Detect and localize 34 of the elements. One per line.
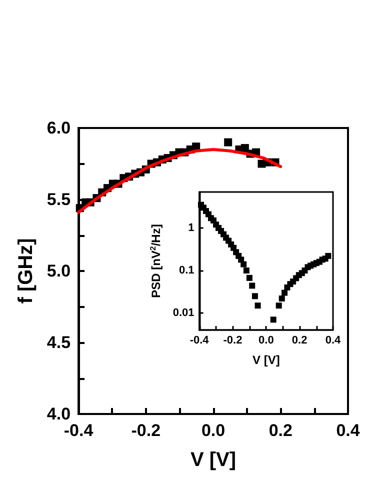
x-tick-label: -0.4	[190, 334, 210, 346]
x-tick-label: 0.0	[258, 334, 274, 346]
x-tick-label: -0.4	[64, 421, 94, 440]
x-tick-label: 0.2	[292, 334, 308, 346]
x-axis-title: V [V]	[252, 353, 280, 367]
y-tick-label: 0.1	[179, 264, 194, 277]
x-tick-label: 0.4	[325, 334, 342, 346]
point	[278, 295, 285, 302]
point	[238, 256, 244, 263]
y-tick-label: 4.0	[46, 404, 71, 424]
x-tick-label: -0.2	[131, 421, 161, 440]
point	[276, 302, 282, 309]
point	[252, 293, 258, 300]
y-tick-label: 6.0	[46, 118, 71, 138]
y-tick-label: 1	[188, 222, 194, 234]
x-tick-label: 0.0	[201, 421, 226, 440]
y-tick-label: 4.5	[46, 333, 71, 352]
point	[325, 252, 332, 259]
point	[249, 282, 256, 289]
y-axis-title: f [GHz]	[15, 238, 37, 304]
point	[224, 138, 232, 146]
x-tick-label: -0.2	[223, 334, 242, 346]
point	[270, 316, 276, 323]
point	[282, 290, 288, 296]
y-tick-label: 5.5	[46, 190, 71, 209]
point	[240, 261, 247, 268]
point	[254, 302, 261, 309]
x-axis-title: V [V]	[190, 449, 236, 471]
y-tick-label: 0.01	[172, 307, 194, 320]
x-tick-label: 0.4	[336, 421, 360, 440]
y-tick-label: 5.0	[46, 262, 71, 280]
x-tick-label: 0.2	[268, 421, 292, 440]
point	[246, 274, 252, 281]
point	[243, 268, 250, 274]
